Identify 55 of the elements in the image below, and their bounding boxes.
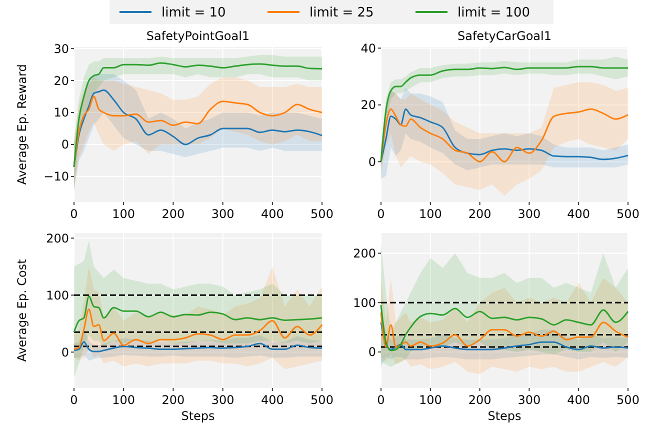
x-tick-label: 400	[567, 393, 590, 407]
x-tick-label: 400	[260, 207, 284, 221]
line-series	[380, 312, 629, 348]
x-tick-label: 500	[616, 393, 640, 407]
y-tick-label: 10	[54, 106, 69, 120]
y-tick-label: 200	[353, 246, 376, 260]
x-tick-label: 500	[616, 207, 640, 221]
y-axis-title: Average Ep. Reward	[15, 64, 29, 185]
x-tick-label: 100	[418, 207, 442, 221]
line-series	[73, 62, 323, 168]
x-tick-label: 300	[518, 393, 541, 407]
x-tick-label: 300	[211, 393, 234, 407]
x-tick-label: 100	[418, 393, 442, 407]
x-tick-label: 500	[310, 393, 334, 407]
line-series	[380, 304, 629, 352]
y-tick-label: 30	[54, 42, 69, 56]
x-tick-label: 300	[518, 207, 541, 221]
legend-label: limit = 100	[458, 6, 530, 21]
y-tick-label: 0	[368, 154, 376, 169]
x-tick-label: 400	[567, 207, 590, 221]
y-axis-title: Average Ep. Cost	[15, 258, 29, 362]
line-series	[73, 341, 323, 352]
x-tick-label: 0	[70, 393, 78, 407]
x-tick-label: 0	[70, 207, 78, 221]
line-series	[73, 308, 323, 350]
x-tick-label: 200	[468, 207, 492, 221]
x-tick-label: 400	[260, 393, 284, 407]
y-tick-label: 20	[54, 74, 69, 88]
x-tick-label: 100	[112, 393, 136, 407]
x-axis-title: Steps	[181, 409, 215, 423]
x-tick-label: 100	[112, 207, 136, 221]
line-series	[73, 296, 323, 333]
y-tick-label: 40	[360, 41, 376, 56]
y-tick-label: 0	[368, 345, 376, 360]
legend-label: limit = 25	[310, 6, 374, 21]
line-series	[380, 108, 629, 162]
x-axis-title: Steps	[488, 409, 522, 423]
y-tick-label: −10	[44, 170, 69, 184]
x-tick-label: 0	[377, 393, 385, 407]
y-tick-label: 100	[353, 296, 376, 310]
chart-title: SafetyCarGoal1	[457, 29, 552, 43]
chart-title: SafetyPointGoal1	[146, 29, 250, 43]
x-tick-label: 200	[468, 393, 492, 407]
legend-label: limit = 10	[162, 6, 226, 21]
x-tick-label: 0	[377, 207, 385, 221]
x-tick-label: 500	[310, 207, 334, 221]
y-tick-label: 0	[61, 138, 69, 152]
y-tick-label: 100	[46, 288, 69, 302]
line-series	[380, 322, 629, 350]
y-tick-label: 0	[61, 345, 69, 360]
x-tick-label: 200	[162, 393, 185, 407]
y-tick-label: 200	[46, 231, 69, 246]
y-tick-label: 20	[360, 98, 376, 112]
x-tick-label: 200	[162, 207, 185, 221]
x-tick-label: 300	[211, 207, 234, 221]
